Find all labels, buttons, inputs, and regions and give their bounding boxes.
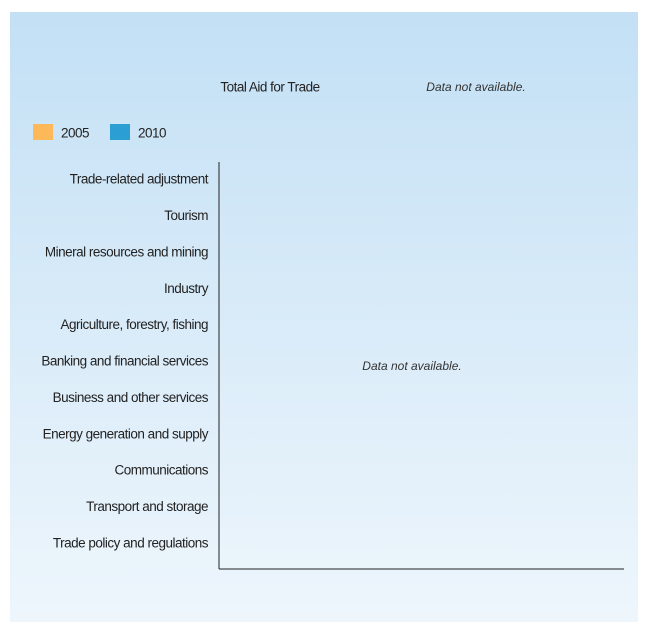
y-tick-label: Tourism bbox=[164, 208, 208, 223]
legend-label: 2010 bbox=[138, 126, 166, 141]
legend-swatch bbox=[33, 124, 53, 140]
legend-swatch bbox=[110, 124, 130, 140]
y-tick-label: Banking and financial services bbox=[41, 354, 208, 369]
y-tick-label: Agriculture, forestry, fishing bbox=[60, 317, 208, 332]
y-tick-label: Transport and storage bbox=[86, 499, 208, 514]
y-tick-label: Trade-related adjustment bbox=[70, 172, 209, 187]
y-tick-label: Business and other services bbox=[53, 390, 209, 405]
y-tick-label: Energy generation and supply bbox=[43, 426, 209, 441]
y-tick-label: Trade policy and regulations bbox=[53, 535, 209, 550]
legend-label: 2005 bbox=[61, 126, 89, 141]
y-tick-label: Mineral resources and mining bbox=[45, 244, 208, 259]
y-tick-label: Communications bbox=[114, 463, 208, 478]
title-note: Data not available. bbox=[426, 80, 525, 94]
annotation: Data not available. bbox=[362, 359, 461, 373]
y-tick-label: Industry bbox=[164, 281, 209, 296]
chart-title: Total Aid for Trade bbox=[220, 80, 319, 95]
panel bbox=[10, 12, 638, 622]
